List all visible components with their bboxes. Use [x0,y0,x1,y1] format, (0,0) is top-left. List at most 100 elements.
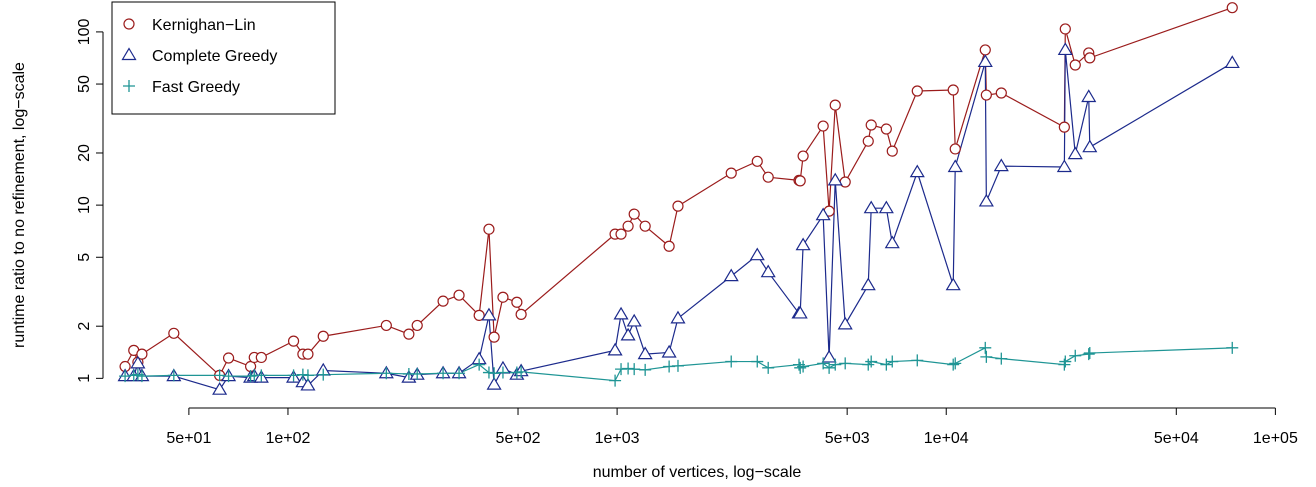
marker [620,327,636,341]
marker [979,44,991,56]
marker [302,348,314,360]
marker [613,306,629,320]
marker [1069,59,1081,71]
legend-marker [123,18,135,30]
y-tick-label: 100 [76,18,93,45]
y-tick-label: 20 [76,144,93,162]
marker [255,369,268,382]
marker [167,369,180,382]
marker [749,247,765,261]
y-tick-label: 2 [76,322,93,331]
y-tick-label: 5 [76,253,93,262]
marker [762,171,774,183]
x-tick-label: 1e+02 [265,430,310,447]
marker [909,164,925,178]
legend-box [111,1,336,115]
marker [821,349,837,363]
marker [1057,42,1073,56]
series-line [124,7,1233,377]
marker [1226,2,1238,14]
marker [794,175,806,187]
marker [453,289,465,301]
marker [622,362,635,375]
marker [317,368,330,381]
marker [865,119,877,131]
marker [911,354,924,367]
marker [222,370,235,383]
marker [1056,159,1072,173]
marker [628,208,640,220]
marker [296,368,309,381]
marker [639,363,652,376]
marker [511,296,523,308]
marker [1224,55,1240,69]
marker [862,135,874,147]
marker [255,351,267,364]
marker [995,87,1007,99]
legend-label: Fast Greedy [152,79,240,96]
marker [947,358,960,371]
marker [453,367,466,380]
marker [884,235,900,249]
marker [1059,355,1072,368]
marker [949,143,961,155]
series-line [125,49,1233,391]
marker [878,200,894,214]
marker [515,308,527,320]
marker [817,120,829,132]
marker [865,355,878,368]
marker [437,367,450,380]
marker [486,376,502,390]
marker [911,85,923,97]
x-axis-label: number of vertices, log−scale [593,464,802,481]
marker [797,150,809,162]
marker [135,370,148,383]
x-tick-label: 5e+03 [825,430,870,447]
marker [762,361,775,374]
marker [880,358,893,371]
marker [815,207,831,221]
marker [995,352,1008,365]
marker [130,355,146,369]
marker [979,341,992,354]
marker [863,200,879,214]
marker [827,172,843,186]
marker [1084,52,1096,64]
marker [411,367,424,380]
marker [380,367,393,380]
marker [119,370,132,383]
marker [725,167,737,179]
legend-label: Kernighan−Lin [152,17,256,34]
marker [661,344,677,358]
marker [607,342,623,356]
marker [437,295,449,307]
marker [1058,358,1071,371]
y-tick-label: 50 [76,75,93,93]
legend-marker [121,47,137,61]
marker [837,316,853,330]
marker [980,350,993,363]
marker [287,369,300,382]
marker [483,223,495,235]
marker [488,331,500,343]
marker [1082,348,1095,361]
marker [947,84,959,96]
marker [1059,23,1071,35]
y-axis-label: runtime ratio to no refinement, log−scal… [11,62,28,348]
marker [481,307,497,321]
marker [212,382,228,395]
marker [615,363,628,376]
marker [797,360,810,373]
marker [886,145,898,157]
marker [795,237,811,251]
marker [1081,89,1097,103]
marker [287,335,300,347]
marker [136,348,148,360]
marker [473,358,486,371]
marker [411,319,423,332]
marker [637,346,653,360]
marker [862,358,875,371]
marker [301,369,314,382]
